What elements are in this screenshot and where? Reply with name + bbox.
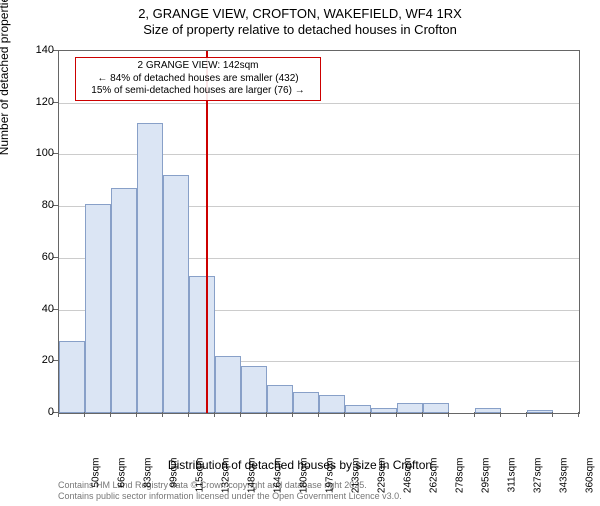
x-tick-label: 229sqm [377, 458, 388, 498]
x-tick [266, 412, 267, 417]
histogram-bar [137, 123, 163, 413]
x-tick [396, 412, 397, 417]
x-tick-label: 278sqm [455, 458, 466, 498]
x-tick [474, 412, 475, 417]
y-tick-label: 80 [24, 199, 54, 211]
histogram-bar [527, 410, 553, 413]
x-tick [58, 412, 59, 417]
y-tick-label: 140 [24, 44, 54, 56]
x-tick-label: 246sqm [403, 458, 414, 498]
annotation-line3: 15% of semi-detached houses are larger (… [80, 85, 316, 98]
x-tick-label: 115sqm [195, 458, 206, 498]
x-tick [552, 412, 553, 417]
histogram-bar [475, 408, 501, 413]
x-tick-label: 213sqm [351, 458, 362, 498]
x-tick [188, 412, 189, 417]
chart-plot-area: 2 GRANGE VIEW: 142sqm← 84% of detached h… [58, 50, 580, 414]
annotation-line1: 2 GRANGE VIEW: 142sqm [80, 60, 316, 73]
x-tick-label: 66sqm [117, 458, 128, 498]
histogram-bar [85, 204, 111, 413]
histogram-bar [189, 276, 215, 413]
histogram-bar [215, 356, 241, 413]
x-tick-label: 50sqm [91, 458, 102, 498]
x-tick-label: 327sqm [533, 458, 544, 498]
histogram-bar [241, 366, 267, 413]
histogram-bar [423, 403, 449, 413]
x-tick [292, 412, 293, 417]
x-tick [344, 412, 345, 417]
histogram-bar [293, 392, 319, 413]
x-tick [578, 412, 579, 417]
y-tick-label: 60 [24, 251, 54, 263]
x-tick [110, 412, 111, 417]
x-tick-label: 83sqm [143, 458, 154, 498]
y-tick-label: 0 [24, 406, 54, 418]
histogram-bar [267, 385, 293, 413]
x-tick-label: 295sqm [481, 458, 492, 498]
y-tick-label: 40 [24, 303, 54, 315]
chart-title-line2: Size of property relative to detached ho… [0, 22, 600, 37]
x-tick [318, 412, 319, 417]
histogram-bar [371, 408, 397, 413]
x-tick-label: 262sqm [429, 458, 440, 498]
histogram-bar [319, 395, 345, 413]
x-tick-label: 132sqm [221, 458, 232, 498]
y-tick-label: 120 [24, 96, 54, 108]
x-tick-label: 99sqm [169, 458, 180, 498]
chart-title-line1: 2, GRANGE VIEW, CROFTON, WAKEFIELD, WF4 … [0, 6, 600, 21]
histogram-bar [163, 175, 189, 413]
y-tick-label: 100 [24, 147, 54, 159]
x-tick-label: 164sqm [273, 458, 284, 498]
x-tick [240, 412, 241, 417]
x-tick [422, 412, 423, 417]
x-tick [526, 412, 527, 417]
annotation-line2: ← 84% of detached houses are smaller (43… [80, 73, 316, 86]
histogram-bar [345, 405, 371, 413]
histogram-bar [111, 188, 137, 413]
x-tick-label: 343sqm [559, 458, 570, 498]
x-tick-label: 148sqm [247, 458, 258, 498]
x-tick-label: 360sqm [585, 458, 596, 498]
x-tick [162, 412, 163, 417]
y-tick-label: 20 [24, 354, 54, 366]
gridline-h [59, 103, 579, 104]
marker-line [206, 51, 208, 413]
x-tick-label: 180sqm [299, 458, 310, 498]
x-tick-label: 311sqm [507, 458, 518, 498]
x-tick [136, 412, 137, 417]
histogram-bar [397, 403, 423, 413]
x-tick [370, 412, 371, 417]
x-tick [214, 412, 215, 417]
x-tick [84, 412, 85, 417]
y-axis-label: Number of detached properties [0, 0, 11, 155]
histogram-bar [59, 341, 85, 413]
x-tick-label: 197sqm [325, 458, 336, 498]
x-tick [500, 412, 501, 417]
annotation-box: 2 GRANGE VIEW: 142sqm← 84% of detached h… [75, 57, 321, 101]
x-tick [448, 412, 449, 417]
